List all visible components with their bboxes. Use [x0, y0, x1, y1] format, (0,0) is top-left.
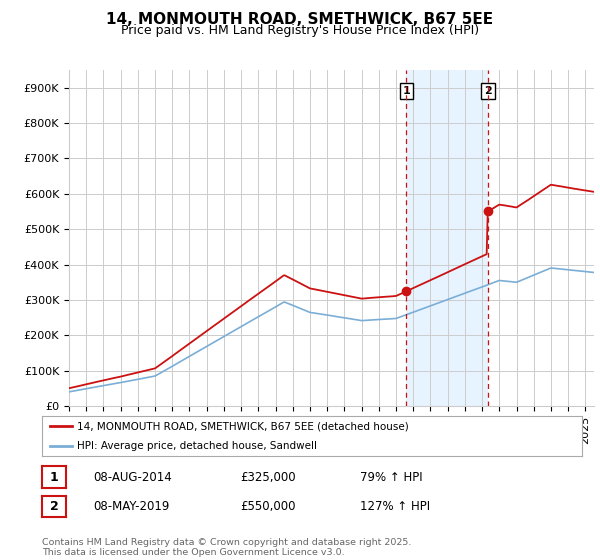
- Text: 1: 1: [50, 470, 58, 484]
- Text: HPI: Average price, detached house, Sandwell: HPI: Average price, detached house, Sand…: [77, 441, 317, 451]
- Text: £325,000: £325,000: [240, 470, 296, 484]
- Text: 2: 2: [50, 500, 58, 513]
- Text: 127% ↑ HPI: 127% ↑ HPI: [360, 500, 430, 513]
- Text: 1: 1: [403, 86, 410, 96]
- Text: 2: 2: [484, 86, 492, 96]
- Text: Contains HM Land Registry data © Crown copyright and database right 2025.
This d: Contains HM Land Registry data © Crown c…: [42, 538, 412, 557]
- Text: 14, MONMOUTH ROAD, SMETHWICK, B67 5EE: 14, MONMOUTH ROAD, SMETHWICK, B67 5EE: [106, 12, 494, 27]
- Text: £550,000: £550,000: [240, 500, 296, 513]
- Text: 79% ↑ HPI: 79% ↑ HPI: [360, 470, 422, 484]
- Bar: [406, 70, 488, 406]
- Text: 08-AUG-2014: 08-AUG-2014: [93, 470, 172, 484]
- Text: Price paid vs. HM Land Registry's House Price Index (HPI): Price paid vs. HM Land Registry's House …: [121, 24, 479, 37]
- Text: 08-MAY-2019: 08-MAY-2019: [93, 500, 169, 513]
- Text: 14, MONMOUTH ROAD, SMETHWICK, B67 5EE (detached house): 14, MONMOUTH ROAD, SMETHWICK, B67 5EE (d…: [77, 421, 409, 431]
